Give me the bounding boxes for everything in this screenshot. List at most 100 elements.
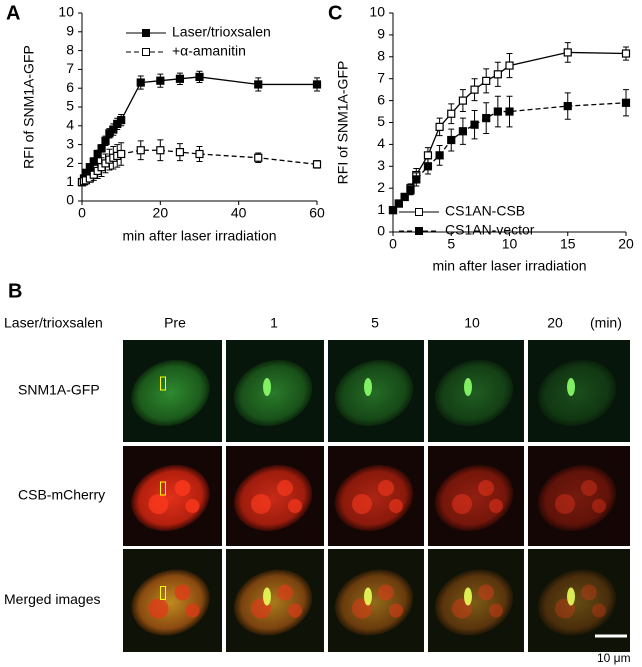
damage-spot	[263, 378, 271, 396]
nucleus	[434, 359, 514, 427]
y-tick-label: 2	[66, 154, 74, 170]
y-tick-label: 7	[377, 69, 385, 85]
legend-marker	[142, 48, 150, 56]
nucleolus	[378, 584, 394, 601]
damage-spot	[364, 378, 372, 396]
data-point	[563, 48, 572, 57]
micrograph	[528, 549, 630, 652]
timepoint-label: 1	[270, 315, 278, 331]
nucleus	[131, 359, 210, 427]
y-tick-label: 6	[66, 79, 74, 95]
nucleus	[131, 569, 210, 636]
legend-marker	[415, 227, 423, 235]
x-tick-label: 20	[153, 205, 169, 221]
data-point	[175, 148, 185, 157]
nucleolus	[185, 603, 200, 618]
data-point	[394, 199, 403, 208]
nucleolus	[478, 480, 494, 496]
data-point	[254, 80, 263, 89]
series	[77, 70, 322, 187]
nucleolus	[185, 499, 200, 513]
micrograph	[528, 446, 630, 546]
damage-spot	[364, 587, 372, 606]
scale-bar-label: 10 μm	[597, 651, 631, 665]
micrograph	[123, 340, 222, 442]
y-axis-label: RFI of SNM1A-GFP	[21, 45, 37, 169]
panel-label: C	[328, 2, 342, 24]
data-point	[621, 98, 631, 107]
data-point	[117, 149, 126, 159]
data-point	[505, 107, 514, 116]
y-tick-label: 10	[369, 4, 385, 20]
timepoint-label: Pre	[164, 315, 186, 331]
nucleus	[334, 569, 414, 636]
data-point	[117, 116, 126, 125]
nucleolus	[288, 603, 302, 618]
nucleolus	[148, 494, 169, 514]
timepoint-label: 5	[371, 315, 379, 331]
nucleus	[334, 359, 414, 427]
micrograph	[226, 549, 324, 652]
x-tick-label: 60	[309, 205, 325, 221]
data-point	[435, 122, 444, 131]
y-tick-label: 9	[377, 26, 385, 42]
y-tick-label: 3	[377, 157, 385, 173]
x-tick-label: 15	[560, 236, 576, 252]
data-point	[563, 101, 572, 111]
micrograph	[528, 340, 630, 442]
timepoint-label: 10	[464, 315, 480, 331]
nucleus	[537, 569, 617, 636]
nucleolus	[148, 598, 169, 619]
row-label: Merged images	[4, 591, 101, 607]
nucleus	[434, 569, 514, 636]
roi-box	[160, 376, 166, 391]
y-tick-label: 1	[377, 201, 385, 217]
roi-box	[160, 481, 166, 496]
row-label: SNM1A-GFP	[18, 382, 100, 398]
data-point	[312, 80, 322, 89]
data-point	[388, 206, 398, 215]
nucleolus	[389, 603, 403, 618]
micrograph	[226, 340, 324, 442]
data-point	[505, 61, 514, 70]
nucleolus	[277, 480, 293, 496]
nucleolus	[352, 494, 372, 514]
data-point	[493, 107, 502, 116]
x-tick-label: 0	[389, 236, 397, 252]
data-point	[621, 49, 631, 58]
nucleolus	[174, 480, 191, 496]
nucleolus	[478, 584, 494, 601]
data-point	[423, 151, 433, 160]
y-tick-label: 0	[377, 223, 385, 239]
micrograph	[328, 446, 424, 546]
legend-label: CS1AN-CSB	[445, 203, 525, 219]
legend-label: Laser/trioxsalen	[172, 24, 271, 40]
condition-label: Laser/trioxsalen	[4, 315, 103, 331]
data-point	[195, 149, 204, 159]
micrograph	[428, 549, 524, 652]
nucleolus	[489, 499, 503, 513]
nucleolus	[581, 480, 597, 496]
series	[388, 42, 631, 215]
x-tick-label: 40	[231, 205, 247, 221]
unit-label: (min)	[590, 315, 622, 331]
series	[388, 89, 631, 215]
data-point	[136, 146, 145, 155]
panel-label: A	[6, 2, 20, 24]
data-point	[435, 151, 444, 160]
y-tick-label: 8	[377, 48, 385, 64]
data-point	[400, 192, 409, 202]
data-point	[447, 109, 456, 118]
data-point	[482, 76, 491, 85]
roi-box	[160, 586, 166, 600]
nucleolus	[251, 494, 271, 514]
micrograph	[123, 549, 222, 652]
data-point	[458, 127, 467, 136]
nucleus	[434, 464, 514, 532]
micrograph	[328, 549, 424, 652]
micrograph	[428, 446, 524, 546]
panel-label: B	[8, 280, 22, 302]
damage-spot	[567, 378, 575, 396]
y-tick-label: 5	[66, 98, 74, 114]
